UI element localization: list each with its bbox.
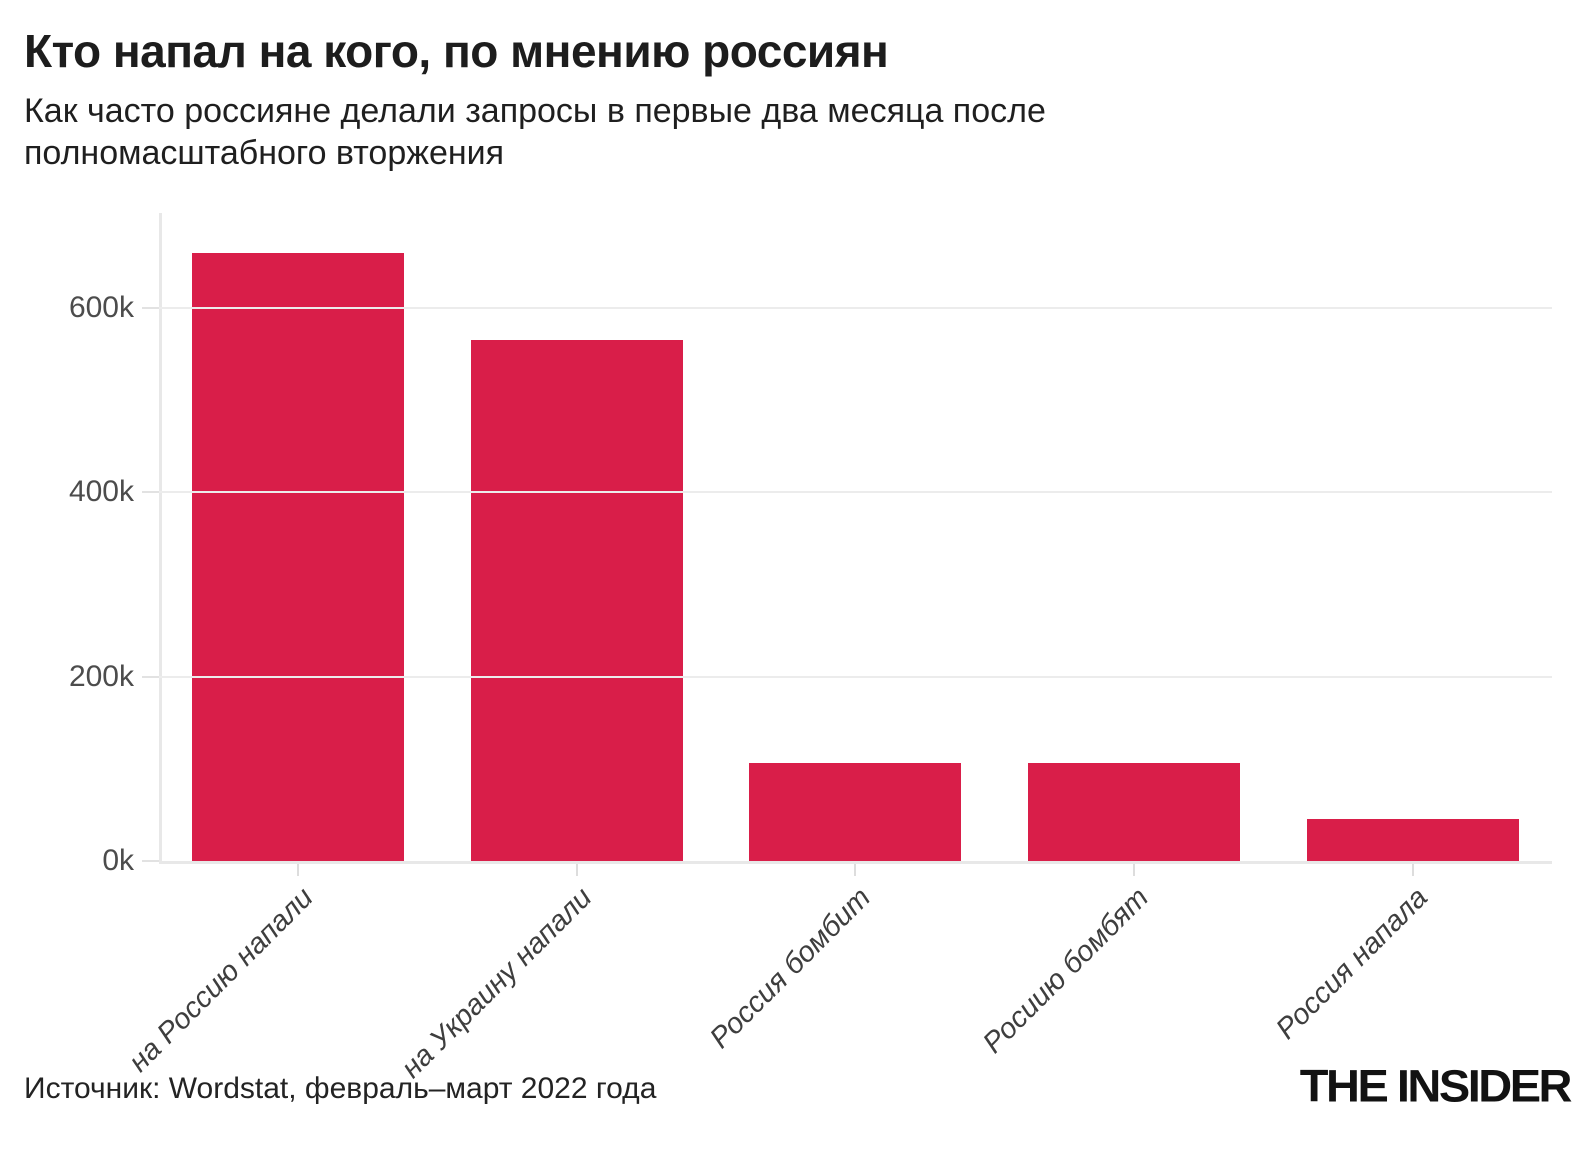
bar-4 [1028, 763, 1241, 861]
x-axis-label: Росиию бомбят [977, 881, 1156, 1060]
plot-area: на Россию напали на Украину напали Россия … [69, 213, 1552, 1085]
x-axis-label: на Россию напали [122, 881, 320, 1079]
chart-subtitle: Как часто россияне делали запросы в перв… [24, 90, 1046, 174]
gridline-200k [159, 675, 1552, 678]
bar-slot: на Россию напали [123, 213, 438, 1078]
y-tick-label: 400k [68, 475, 134, 509]
x-axis-label: на Украину напали [395, 881, 599, 1085]
x-tick-mark [575, 864, 578, 876]
bars-container: на Россию напали на Украину напали Россия … [123, 213, 1552, 1085]
gridline-600k [159, 306, 1552, 309]
chart-subtitle-line1: Как часто россияне делали запросы в перв… [24, 92, 1046, 130]
bar-slot: Росиию бомбят [977, 213, 1274, 1060]
x-axis-label: Россия бомбит [703, 881, 877, 1055]
brand-logo: THE INSIDER [1299, 1059, 1573, 1112]
bar-slot: Россия бомбит [704, 213, 995, 1055]
gridline-400k [159, 491, 1552, 494]
source-note: Источник: Wordstat, февраль–март 2022 го… [24, 1072, 657, 1105]
y-tick-label: 600k [68, 290, 134, 324]
y-tick-mark [142, 306, 159, 309]
bar-5 [1306, 818, 1519, 861]
x-tick-mark [1133, 864, 1136, 876]
bar-3 [749, 763, 962, 861]
bar-2 [470, 340, 683, 861]
chart-subtitle-line2: полномасштабного вторжения [24, 134, 505, 173]
x-tick-mark [297, 864, 300, 876]
y-tick-label: 0k [102, 844, 134, 877]
x-tick-mark [854, 864, 857, 876]
y-tick-label: 200k [68, 659, 134, 693]
x-tick-mark [1411, 864, 1414, 876]
chart-title: Кто напал на кого, по мнению россиян [24, 25, 889, 77]
bar-1 [192, 252, 405, 861]
bar-slot: на Украину напали [395, 213, 717, 1085]
y-tick-mark [142, 860, 159, 862]
y-axis-line [159, 213, 162, 861]
bar-slot: Россия напала [1270, 213, 1552, 1046]
y-tick-mark [142, 491, 159, 494]
x-axis-baseline [159, 861, 1552, 864]
x-axis-label: Россия напала [1269, 881, 1434, 1046]
y-tick-mark [142, 675, 159, 678]
